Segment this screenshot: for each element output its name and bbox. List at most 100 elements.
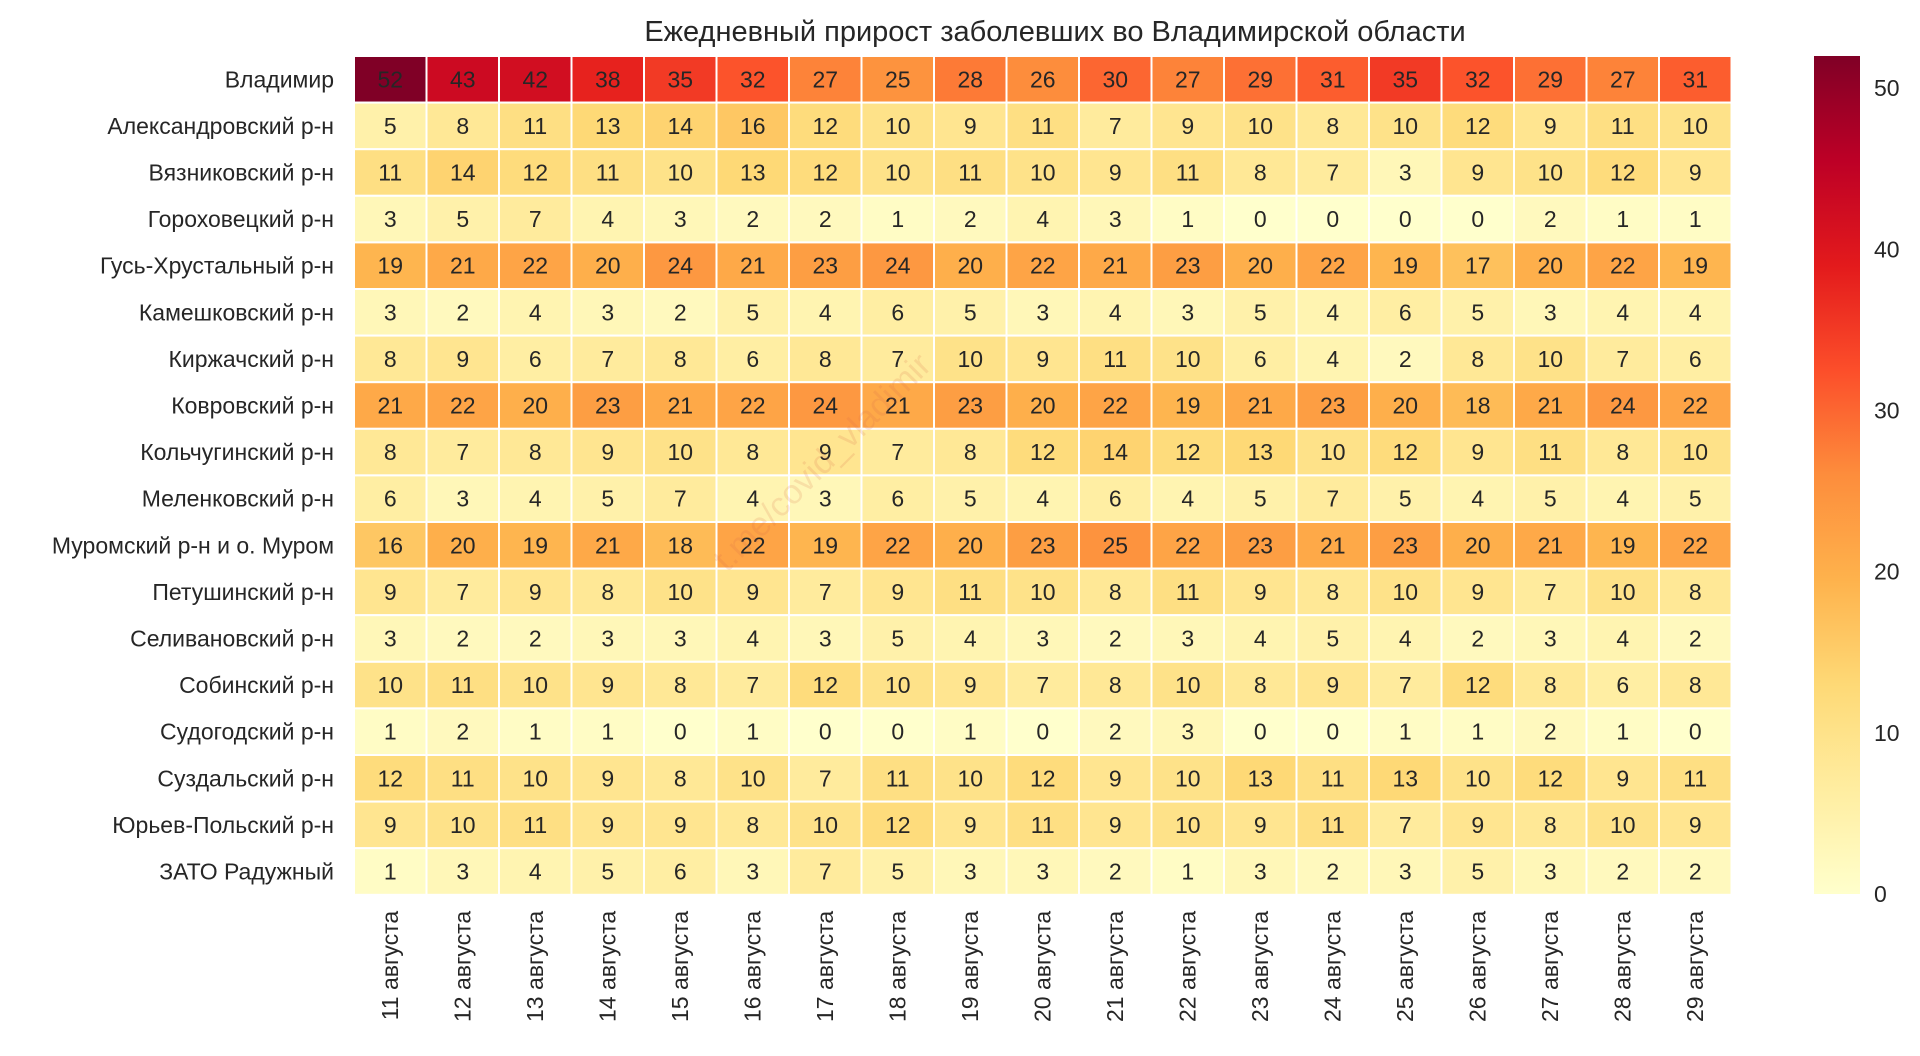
heatmap-cell xyxy=(1368,800,1443,850)
heatmap-cell xyxy=(1150,521,1225,570)
row-label: Суздальский р-н xyxy=(157,765,334,791)
cell-value-label: 5 xyxy=(601,859,614,885)
heatmap-cell xyxy=(1658,754,1733,803)
cell-value-label: 3 xyxy=(1181,299,1194,325)
cell-value-label: 11 xyxy=(1321,812,1345,838)
heatmap-cell xyxy=(1658,241,1733,290)
cell-value-label: 0 xyxy=(1689,719,1702,745)
cell-value-label: 2 xyxy=(456,719,469,745)
heatmap-cell xyxy=(1150,474,1225,523)
cell-value-label: 11 xyxy=(1611,113,1635,139)
cell-value-label: 12 xyxy=(1465,672,1491,698)
heatmap-cell xyxy=(498,474,573,523)
heatmap-cell xyxy=(425,474,500,523)
cell-value-label: 13 xyxy=(740,160,766,186)
heatmap-cell xyxy=(1368,521,1443,570)
cell-value-label: 9 xyxy=(1181,113,1194,139)
cell-value-label: 4 xyxy=(601,206,614,232)
heatmap-cell xyxy=(1368,288,1443,337)
cell-value-label: 12 xyxy=(885,812,911,838)
cell-value-label: 3 xyxy=(1036,299,1049,325)
row-labels: Владимир Александровский р-н Вязниковский … xyxy=(52,66,334,884)
heatmap-cell xyxy=(498,754,573,803)
cell-value-label: 6 xyxy=(674,859,687,885)
cell-value-label: 3 xyxy=(384,206,397,232)
heatmap-cell xyxy=(1440,847,1515,896)
cell-value-label: 0 xyxy=(819,719,832,745)
heatmap-cell xyxy=(498,521,573,570)
heatmap-cell xyxy=(1295,707,1370,757)
cell-value-label: 5 xyxy=(1254,486,1267,512)
heatmap-cell xyxy=(498,381,573,430)
cell-value-label: 11 xyxy=(1176,579,1200,605)
heatmap-cell xyxy=(1658,427,1733,477)
row-label: ЗАТО Радужный xyxy=(159,859,334,885)
cell-value-label: 2 xyxy=(964,206,977,232)
cell-value-label: 23 xyxy=(595,393,621,419)
heatmap-cell xyxy=(1368,241,1443,290)
heatmap-cell xyxy=(353,567,428,617)
cell-value-label: 10 xyxy=(1175,346,1201,372)
cell-value-label: 2 xyxy=(1109,719,1122,745)
cell-value-label: 12 xyxy=(1465,113,1491,139)
heatmap-cell xyxy=(1440,521,1515,570)
cell-value-label: 11 xyxy=(1031,113,1055,139)
cell-value-label: 2 xyxy=(746,206,759,232)
heatmap-cell xyxy=(570,288,645,337)
cell-value-label: 22 xyxy=(450,393,476,419)
cell-value-label: 8 xyxy=(674,346,687,372)
cell-value-label: 7 xyxy=(891,439,904,465)
cell-value-label: 1 xyxy=(746,719,759,745)
cell-value-label: 43 xyxy=(450,66,476,92)
heatmap-cell xyxy=(933,847,1008,896)
cell-value-label: 5 xyxy=(1254,299,1267,325)
heatmap-cell xyxy=(1658,474,1733,523)
cell-value-label: 5 xyxy=(1471,859,1484,885)
heatmap-cell xyxy=(1150,194,1225,244)
heatmap-cell xyxy=(1295,381,1370,430)
cell-value-label: 2 xyxy=(456,626,469,652)
heatmap-cell xyxy=(1658,55,1733,104)
cell-value-label: 7 xyxy=(1326,486,1339,512)
cell-value-label: 11 xyxy=(596,160,620,186)
cell-value-label: 17 xyxy=(1465,253,1491,279)
heatmap-cell xyxy=(1078,614,1153,663)
cell-value-label: 6 xyxy=(1399,299,1412,325)
cell-value-label: 3 xyxy=(1544,626,1557,652)
cell-value-label: 12 xyxy=(1030,439,1056,465)
column-label: 28 августа xyxy=(1610,911,1636,1022)
cell-value-label: 8 xyxy=(1326,579,1339,605)
heatmap-cell xyxy=(1223,521,1298,570)
cell-value-label: 23 xyxy=(1320,393,1346,419)
heatmap-cell xyxy=(353,474,428,523)
cell-value-label: 4 xyxy=(529,859,542,885)
cell-value-label: 25 xyxy=(885,66,911,92)
heatmap-cell xyxy=(715,707,790,757)
cell-value-label: 6 xyxy=(1109,486,1122,512)
heatmap-cell xyxy=(1223,474,1298,523)
cell-value-label: 23 xyxy=(1392,532,1418,558)
cell-value-label: 9 xyxy=(1689,160,1702,186)
cell-value-label: 21 xyxy=(1247,393,1273,419)
cell-value-label: 4 xyxy=(746,626,759,652)
heatmap-cell xyxy=(570,800,645,850)
cell-value-label: 5 xyxy=(746,299,759,325)
cell-value-label: 4 xyxy=(1326,299,1339,325)
cell-value-label: 10 xyxy=(1465,765,1491,791)
heatmap-cell xyxy=(1658,288,1733,337)
heatmap-cells: 52 43 42 38 35 32 27 25 28 26 30 27 29 31 35 32 29 27 315 8… xyxy=(353,55,1733,896)
heatmap-cell xyxy=(1513,474,1588,523)
heatmap-cell xyxy=(715,660,790,710)
cell-value-label: 8 xyxy=(674,765,687,791)
heatmap-cell xyxy=(1585,800,1660,850)
heatmap-cell xyxy=(715,427,790,477)
heatmap-cell xyxy=(353,241,428,290)
row-label: Селивановский р-н xyxy=(130,626,334,652)
heatmap-cell xyxy=(715,381,790,430)
cell-value-label: 9 xyxy=(384,812,397,838)
cell-value-label: 22 xyxy=(1030,253,1056,279)
cell-value-label: 4 xyxy=(964,626,977,652)
cell-value-label: 18 xyxy=(667,532,693,558)
column-label: 15 августа xyxy=(667,911,693,1022)
